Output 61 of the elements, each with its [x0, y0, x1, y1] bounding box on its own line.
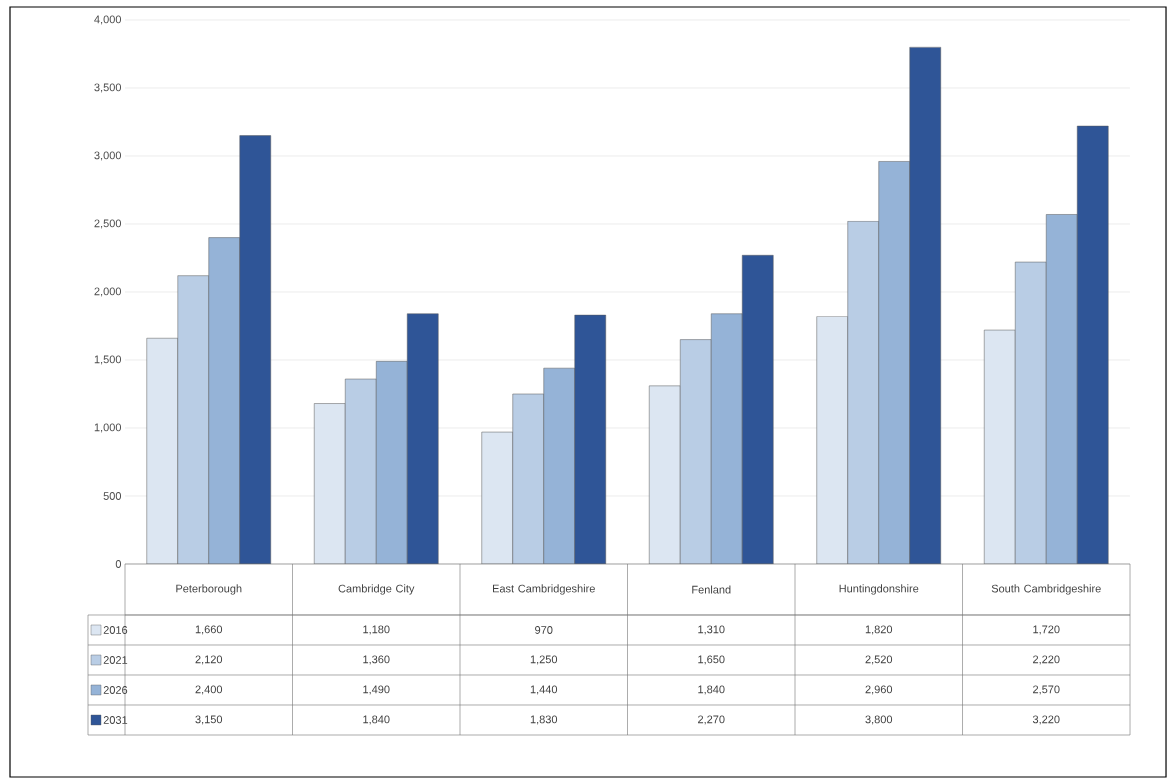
- bar: [239, 135, 271, 564]
- data-label: 3,220: [1032, 715, 1060, 725]
- bar: [847, 221, 879, 564]
- y-tick-label: 0: [115, 560, 122, 568]
- y-tick-label: 3,000: [94, 151, 122, 161]
- data-label: 1,840: [363, 715, 390, 725]
- x-tick-label: Peterborough: [176, 584, 242, 595]
- y-tick-label: 4,000: [94, 15, 122, 25]
- y-tick-label: 3,500: [94, 83, 122, 93]
- y-tick-label: 2,500: [94, 219, 122, 229]
- data-label: 3,800: [865, 715, 893, 725]
- data-label: 2,220: [1033, 655, 1060, 665]
- bar: [146, 337, 178, 564]
- data-label: 1,840: [698, 685, 725, 695]
- data-label: 2,520: [865, 655, 893, 665]
- bar: [1014, 261, 1047, 564]
- data-label: 1,310: [698, 625, 725, 635]
- bar: [983, 329, 1016, 564]
- x-tick-label: South Cambridgeshire: [991, 584, 1101, 595]
- bar: [648, 385, 681, 564]
- legend-label: 2021: [103, 656, 128, 664]
- y-tick-label: 1,500: [94, 355, 122, 365]
- data-label: 970: [535, 626, 553, 634]
- legend-label: 2031: [103, 716, 128, 724]
- bar: [680, 339, 712, 564]
- bar: [345, 378, 377, 564]
- data-label: 2,120: [195, 655, 223, 665]
- bar: [407, 313, 439, 564]
- legend-label: 2016: [103, 626, 128, 634]
- x-tick-label: Cambridge City: [338, 584, 415, 595]
- x-tick-label: East Cambridgeshire: [493, 584, 595, 595]
- bar: [909, 46, 941, 564]
- x-tick-label: Fenland: [692, 585, 731, 594]
- bar: [481, 431, 513, 564]
- data-label: 1,250: [530, 655, 558, 665]
- data-label: 1,820: [865, 625, 893, 635]
- data-label: 1,440: [530, 685, 558, 695]
- data-label: 2,270: [698, 715, 725, 725]
- data-label: 1,490: [363, 685, 390, 695]
- bar: [574, 314, 606, 564]
- bar: [314, 403, 346, 564]
- data-label: 3,150: [195, 715, 223, 725]
- legend-label: 2026: [103, 686, 128, 694]
- data-label: 1,180: [363, 625, 390, 635]
- bar: [742, 255, 774, 564]
- data-label: 2,400: [195, 685, 223, 695]
- y-tick-label: 2,000: [94, 287, 122, 297]
- x-tick-label: Huntingdonshire: [839, 584, 919, 595]
- data-label: 2,570: [1033, 685, 1060, 695]
- bar: [816, 316, 848, 564]
- data-label: 1,720: [1033, 625, 1060, 635]
- y-tick-label: 1,000: [94, 423, 122, 433]
- data-label: 1,650: [698, 655, 725, 665]
- data-label: 1,830: [530, 715, 558, 725]
- y-tick-label: 500: [103, 492, 122, 500]
- bar: [177, 275, 209, 564]
- data-label: 1,660: [195, 625, 223, 635]
- data-label: 2,960: [865, 685, 893, 695]
- bar: [1076, 125, 1109, 564]
- data-label: 1,360: [363, 655, 390, 665]
- bar: [512, 393, 544, 564]
